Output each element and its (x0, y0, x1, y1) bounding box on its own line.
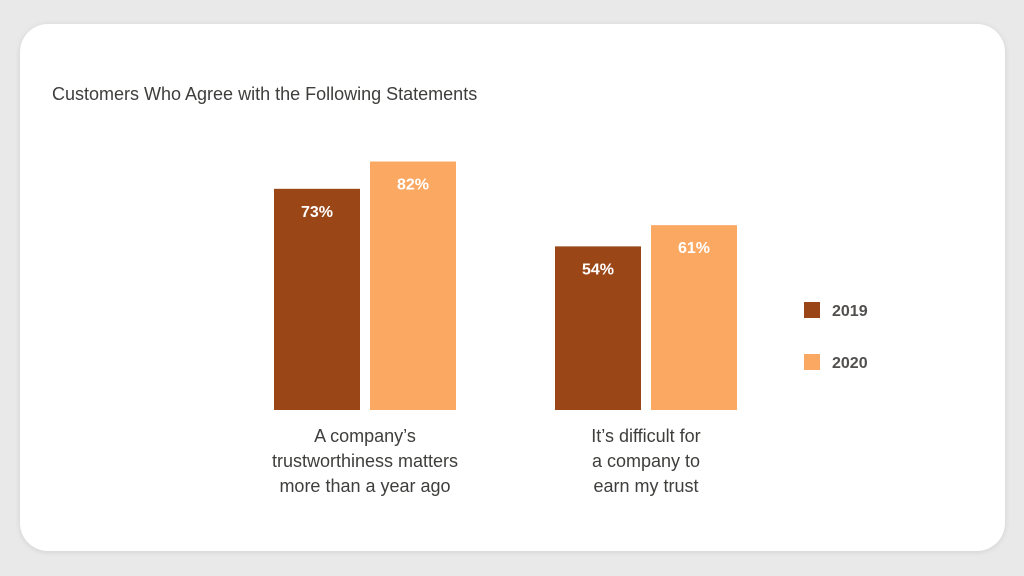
bar-2019-cat2 (555, 246, 641, 410)
chart-title: Customers Who Agree with the Following S… (52, 84, 478, 104)
category-label-2-line-3: earn my trust (593, 476, 698, 496)
legend-label-2020: 2020 (832, 355, 868, 372)
legend-label-2019: 2019 (832, 303, 868, 320)
bar-2020-cat1 (370, 161, 456, 410)
bar-value-label-2020-cat1: 82% (397, 177, 429, 194)
bar-2020-cat2 (651, 225, 737, 410)
bar-2019-cat1 (274, 188, 360, 410)
category-label-1-line-2: trustworthiness matters (272, 451, 458, 471)
bar-value-label-2019-cat1: 73% (301, 204, 333, 221)
category-label-1-line-1: A company’s (314, 426, 416, 446)
category-label-2-line-2: a company to (592, 451, 700, 471)
bar-value-label-2019-cat2: 54% (582, 261, 614, 278)
category-label-2-line-1: It’s difficult for (591, 426, 700, 446)
legend-swatch-2019 (804, 302, 820, 318)
legend-swatch-2020 (804, 354, 820, 370)
category-label-1-line-3: more than a year ago (279, 476, 450, 496)
chart-card (20, 24, 1005, 551)
bar-value-label-2020-cat2: 61% (678, 240, 710, 257)
